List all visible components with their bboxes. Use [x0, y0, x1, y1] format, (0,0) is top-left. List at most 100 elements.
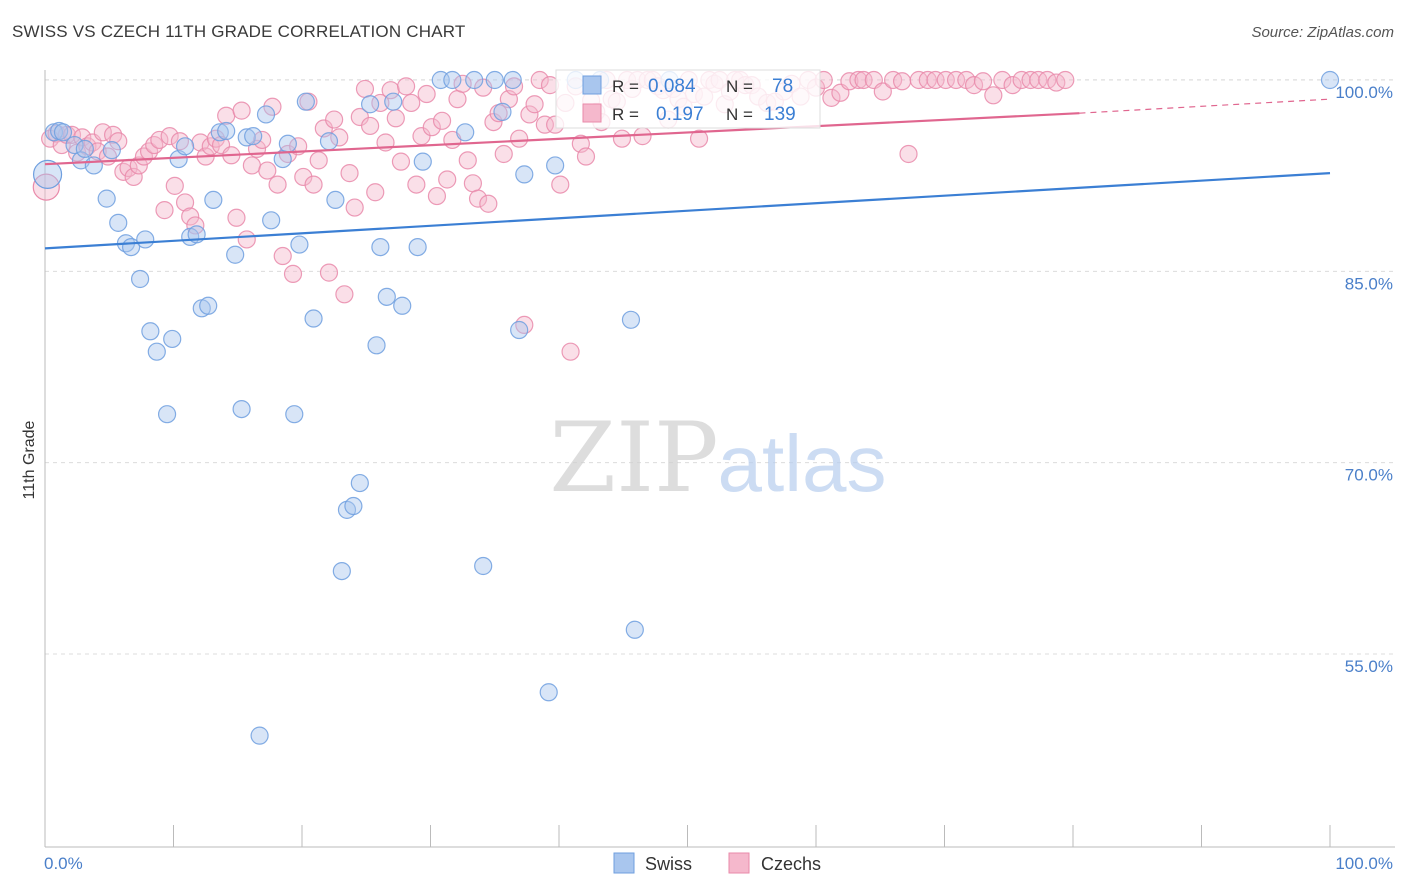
y-tick-label-0: 55.0%	[1345, 657, 1393, 676]
czech-point-77	[438, 170, 457, 189]
swiss-point-42	[332, 561, 351, 581]
swiss-point-63	[515, 165, 534, 184]
swiss-point-24	[204, 190, 223, 210]
swiss-point-cluster	[32, 159, 63, 189]
swiss-point-19	[175, 137, 195, 156]
czech-point-68	[391, 152, 411, 171]
swiss-point-40	[319, 132, 339, 151]
czech-point-74	[422, 118, 441, 137]
czech-point-126	[689, 129, 709, 148]
czech-point-46	[278, 144, 297, 164]
czech-point-81	[458, 151, 477, 170]
czech-point-51	[304, 175, 323, 194]
czech-point-56	[330, 128, 349, 147]
swiss-point-33	[262, 211, 281, 230]
czech-point-55	[325, 110, 344, 129]
czech-point-45	[273, 246, 292, 266]
swiss-point-44	[344, 496, 363, 516]
czech-point-61	[355, 79, 375, 99]
swiss-point-62	[510, 320, 529, 340]
czech-point-36	[227, 208, 246, 227]
swiss-point-7	[97, 189, 116, 208]
czech-point-94	[525, 95, 544, 114]
czech-point-99	[551, 175, 570, 194]
czech-point-24	[165, 176, 184, 195]
y-axis-label: 11th Grade	[21, 420, 38, 499]
czech-point-37	[232, 101, 251, 120]
swiss-point-45	[350, 473, 369, 493]
czech-point-154	[892, 72, 912, 91]
swiss-point-58	[474, 556, 493, 576]
czech-point-164	[984, 86, 1003, 105]
y-tick-labels: 55.0% 70.0% 85.0% 100.0%	[1335, 83, 1393, 676]
swiss-point-57	[465, 70, 484, 90]
czech-point-79	[448, 90, 467, 109]
x-tick-label-0: 0.0%	[44, 854, 83, 873]
czech-point-111	[612, 129, 632, 148]
swiss-point-8	[102, 141, 121, 160]
swiss-point-31	[250, 726, 269, 745]
swiss-point-55	[443, 70, 462, 90]
czech-point-162	[964, 76, 984, 95]
czech-point-75	[427, 186, 447, 206]
czech-point-47	[283, 264, 303, 283]
swiss-point-64	[539, 683, 558, 702]
swiss-n-label: N =	[726, 77, 753, 96]
y-tick-label-1: 70.0%	[1345, 466, 1393, 485]
swiss-point-12	[130, 269, 150, 289]
czech-point-42	[258, 161, 277, 180]
swiss-point-56	[456, 123, 475, 142]
czech-point-93	[520, 105, 539, 124]
czech-n-value: 139	[764, 104, 796, 125]
swiss-point-37	[290, 235, 309, 254]
swiss-point-52	[408, 237, 427, 257]
czech-point-76	[432, 111, 452, 130]
czech-point-104	[576, 147, 596, 166]
czech-point-88	[494, 144, 513, 164]
czech-point-16	[124, 167, 143, 187]
swiss-point-14	[141, 322, 160, 341]
swiss-point-53	[413, 152, 432, 171]
czech-point-39	[242, 156, 261, 175]
czech-n-label: N =	[726, 105, 753, 124]
swiss-point-25	[210, 123, 229, 142]
swiss-point-30	[244, 127, 263, 146]
czech-point-163	[973, 72, 993, 91]
watermark-atlas: atlas	[718, 419, 887, 508]
swiss-point-65	[546, 156, 565, 175]
czech-r-label: R =	[612, 105, 639, 124]
czech-point-158	[926, 70, 945, 90]
swiss-n-value: 78	[772, 76, 793, 97]
czech-point-23	[160, 127, 179, 146]
czech-point-160	[946, 70, 966, 90]
trend-lines	[44, 98, 1331, 250]
czech-point-57	[335, 285, 354, 304]
czech-point-60	[350, 107, 369, 127]
chart-source: Source: ZipAtlas.com	[1251, 24, 1394, 41]
swiss-point-50	[384, 92, 403, 111]
legend-czech-label: Czechs	[761, 854, 821, 874]
czech-point-172	[1056, 70, 1075, 90]
czech-point-27	[181, 207, 200, 226]
czech-point-25	[170, 132, 190, 151]
czech-point-165	[993, 70, 1012, 90]
czech-point-69	[396, 77, 416, 96]
czech-r-value: 0.197	[656, 104, 704, 125]
x-tick-label-1: 100.0%	[1335, 854, 1393, 873]
czech-point-146	[822, 88, 841, 107]
czech-point-52	[309, 151, 328, 170]
czech-trend-line	[44, 112, 1080, 166]
swiss-point-51	[393, 296, 412, 315]
swiss-point-35	[278, 134, 297, 153]
swiss-point-41	[326, 190, 345, 210]
swiss-point-49	[377, 287, 396, 306]
swiss-point-2	[53, 123, 73, 142]
swiss-point-36	[285, 405, 304, 424]
czech-point-22	[155, 201, 174, 220]
czech-point-150	[854, 70, 873, 90]
czech-point-95	[530, 70, 549, 90]
swiss-point-29	[237, 128, 256, 147]
czech-point-152	[873, 82, 892, 101]
czech-point-96	[535, 115, 554, 134]
